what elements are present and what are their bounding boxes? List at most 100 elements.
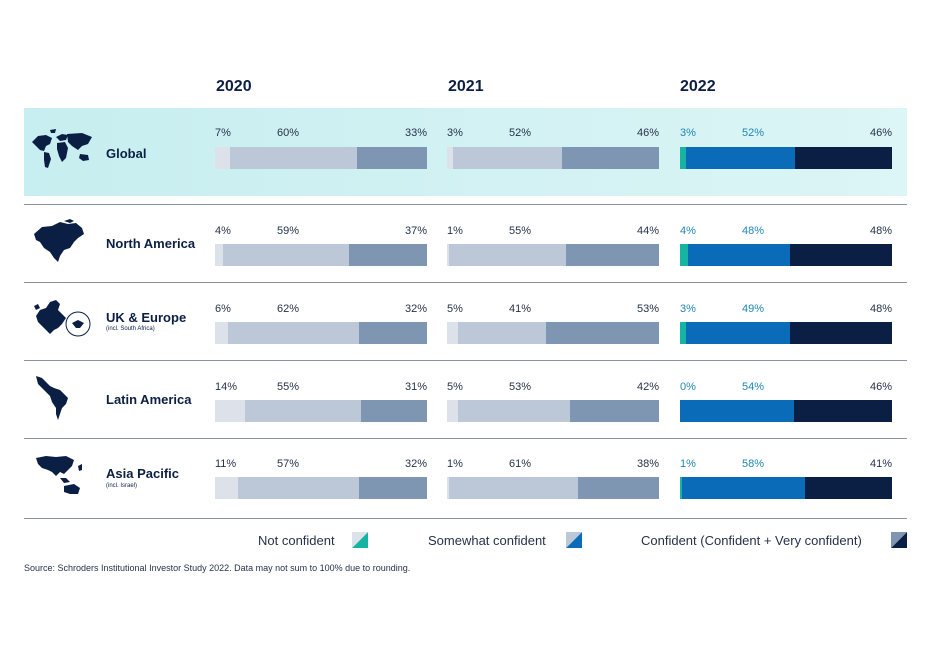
value-label-not-confident: 1% — [447, 225, 463, 237]
year-header-2022: 2022 — [680, 78, 716, 95]
bar-segment-confident — [545, 322, 659, 344]
value-label-confident: 33% — [404, 127, 427, 139]
bar-segment-somewhat-confident — [686, 322, 791, 344]
value-label-confident: 32% — [404, 458, 427, 470]
asia-pacific-map-icon — [36, 456, 82, 494]
bar-segment-not-confident — [215, 400, 245, 422]
bar-segment-confident — [348, 244, 427, 266]
row-divider — [24, 438, 907, 439]
latin-america-map-icon — [36, 376, 68, 420]
bar-segment-somewhat-confident — [688, 244, 791, 266]
bar-segment-somewhat-confident — [227, 322, 360, 344]
bar-segment-somewhat-confident — [244, 400, 362, 422]
region-label-latin-america: Latin America — [106, 392, 192, 407]
bar-uk-europe-2020 — [215, 322, 427, 344]
value-label-somewhat-confident: 52% — [509, 127, 532, 139]
bar-segment-somewhat-confident — [453, 147, 563, 169]
value-label-not-confident: 5% — [447, 303, 463, 315]
value-label-not-confident: 0% — [680, 381, 696, 393]
row-divider — [24, 360, 907, 361]
bar-segment-somewhat-confident — [457, 400, 570, 422]
legend-label-confident: Confident (Confident + Very confident) — [641, 533, 862, 548]
bar-segment-confident — [578, 477, 659, 499]
bar-segment-not-confident — [215, 244, 224, 266]
value-label-not-confident: 1% — [680, 458, 696, 470]
north-america-map-icon — [34, 219, 84, 262]
bar-asia-pacific-2020 — [215, 477, 427, 499]
bar-segment-somewhat-confident — [229, 147, 358, 169]
value-label-somewhat-confident: 52% — [742, 127, 765, 139]
bar-segment-not-confident — [447, 400, 458, 422]
value-label-somewhat-confident: 59% — [277, 225, 300, 237]
row-divider — [24, 518, 907, 519]
bar-segment-not-confident — [447, 477, 450, 499]
bar-north-america-2021 — [447, 244, 659, 266]
region-note-asia-pacific: (incl. Israel) — [106, 483, 138, 489]
region-label-north-america: North America — [106, 236, 196, 251]
bar-segment-not-confident — [215, 147, 230, 169]
row-divider — [24, 204, 907, 205]
bar-segment-somewhat-confident — [682, 477, 806, 499]
value-label-somewhat-confident: 61% — [509, 458, 532, 470]
bar-segment-not-confident — [680, 147, 687, 169]
bar-segment-not-confident — [680, 244, 689, 266]
bar-north-america-2022 — [680, 244, 892, 266]
value-label-somewhat-confident: 55% — [277, 381, 300, 393]
value-label-not-confident: 3% — [680, 127, 696, 139]
bar-latin-america-2020 — [215, 400, 427, 422]
value-label-somewhat-confident: 62% — [277, 303, 300, 315]
bar-segment-somewhat-confident — [686, 147, 796, 169]
bar-asia-pacific-2021 — [447, 477, 659, 499]
bar-segment-confident — [805, 477, 892, 499]
bar-segment-confident — [790, 244, 892, 266]
bar-segment-not-confident — [680, 477, 683, 499]
value-label-somewhat-confident: 53% — [509, 381, 532, 393]
legend-swatch-confident — [891, 532, 907, 548]
year-header-2021: 2021 — [448, 78, 484, 95]
value-label-confident: 32% — [404, 303, 427, 315]
value-label-confident: 31% — [404, 381, 427, 393]
value-label-confident: 53% — [636, 303, 659, 315]
bar-segment-confident — [357, 147, 427, 169]
row-divider — [24, 282, 907, 283]
source-note: Source: Schroders Institutional Investor… — [24, 563, 411, 573]
value-label-somewhat-confident: 48% — [742, 225, 765, 237]
value-label-confident: 42% — [636, 381, 659, 393]
bar-segment-not-confident — [680, 322, 687, 344]
bar-segment-somewhat-confident — [680, 400, 795, 422]
bar-segment-not-confident — [447, 147, 454, 169]
value-label-somewhat-confident: 49% — [742, 303, 765, 315]
bar-segment-confident — [562, 147, 659, 169]
bar-segment-confident — [795, 147, 892, 169]
value-label-not-confident: 3% — [447, 127, 463, 139]
value-label-not-confident: 7% — [215, 127, 231, 139]
legend-swatch-somewhat-confident — [566, 532, 582, 548]
bar-segment-not-confident — [215, 322, 228, 344]
value-label-confident: 38% — [636, 458, 659, 470]
value-label-somewhat-confident: 41% — [509, 303, 532, 315]
bar-asia-pacific-2022 — [680, 477, 892, 499]
value-label-not-confident: 11% — [215, 458, 237, 470]
legend-label-somewhat-confident: Somewhat confident — [428, 533, 546, 548]
region-label-global: Global — [106, 146, 147, 161]
value-label-somewhat-confident: 54% — [742, 381, 765, 393]
bar-segment-somewhat-confident — [223, 244, 349, 266]
value-label-confident: 46% — [636, 127, 659, 139]
value-label-not-confident: 1% — [447, 458, 463, 470]
bar-global-2021 — [447, 147, 659, 169]
legend-swatch-not-confident — [352, 532, 368, 548]
bar-segment-somewhat-confident — [449, 477, 579, 499]
bar-segment-confident — [359, 322, 427, 344]
value-label-confident: 37% — [404, 225, 427, 237]
region-label-uk-europe: UK & Europe — [106, 310, 187, 325]
region-note-uk-europe: (incl. South Africa) — [106, 326, 155, 332]
value-label-confident: 46% — [869, 127, 892, 139]
legend-label-not-confident: Not confident — [258, 533, 335, 548]
value-label-confident: 46% — [869, 381, 892, 393]
bar-segment-confident — [361, 400, 427, 422]
year-header-2020: 2020 — [216, 78, 252, 95]
value-label-confident: 48% — [869, 225, 892, 237]
value-label-confident: 44% — [636, 225, 659, 237]
bar-segment-not-confident — [215, 477, 239, 499]
bar-uk-europe-2021 — [447, 322, 659, 344]
